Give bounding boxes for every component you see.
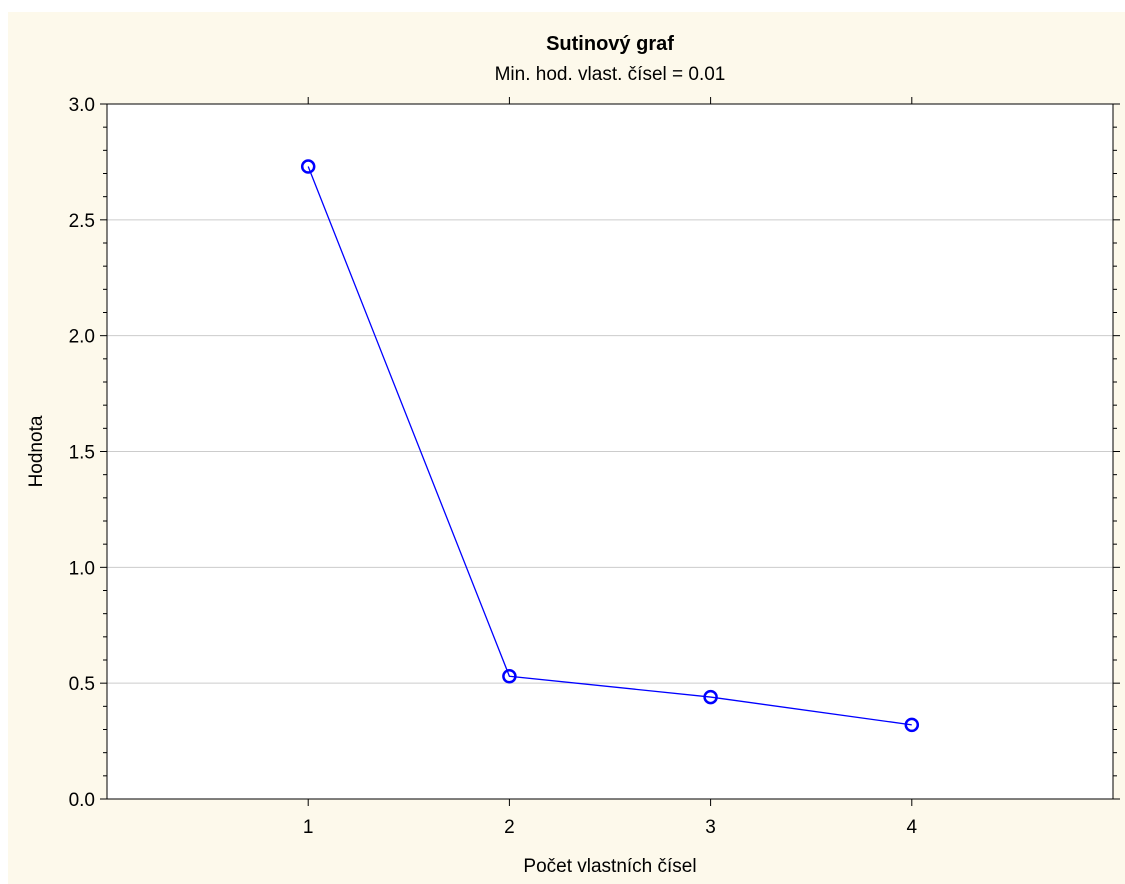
grid-lines — [107, 219, 1113, 684]
series-line — [307, 166, 912, 726]
chart-title: Sutinový graf — [546, 33, 674, 55]
x-tick-label: 2 — [504, 817, 515, 838]
y-tick-label: 0.5 — [69, 674, 95, 695]
x-axis-label: Počet vlastních čísel — [523, 856, 696, 877]
series-group — [300, 159, 920, 733]
y-tick-label: 3.0 — [69, 95, 95, 116]
tick-labels: 0.0 0.5 1.0 1.5 2.0 2.5 3.0 1 2 3 4 — [69, 95, 918, 838]
scree-plot: 0.00.51.01.52.02.53.01 2 3 4 Sutinový graf … — [26, 33, 1120, 877]
y-tick-label: 1.5 — [69, 443, 95, 464]
x-tick-label: 4 — [907, 817, 918, 838]
y-tick-label: 2.0 — [69, 327, 95, 348]
chart-subtitle: Min. hod. vlast. čísel = 0.01 — [495, 64, 726, 85]
plot-border — [106, 103, 1114, 800]
data-point — [300, 159, 316, 174]
y-tick-label: 1.0 — [69, 558, 95, 579]
y-axis-label: Hodnota — [26, 415, 47, 487]
axes — [100, 97, 1120, 806]
x-tick-label: 3 — [705, 817, 716, 838]
data-point — [904, 717, 920, 733]
data-point — [502, 668, 517, 684]
x-tick-label: 1 — [303, 817, 314, 838]
y-tick-label: 2.5 — [69, 211, 95, 232]
y-tick-label: 0.0 — [69, 790, 95, 811]
chart-frame: 0.0 0.5 1.0 1.5 2.0 2.5 3.0 1 2 3 4 Sutinový graf … — [8, 12, 1125, 884]
data-point — [703, 689, 718, 705]
